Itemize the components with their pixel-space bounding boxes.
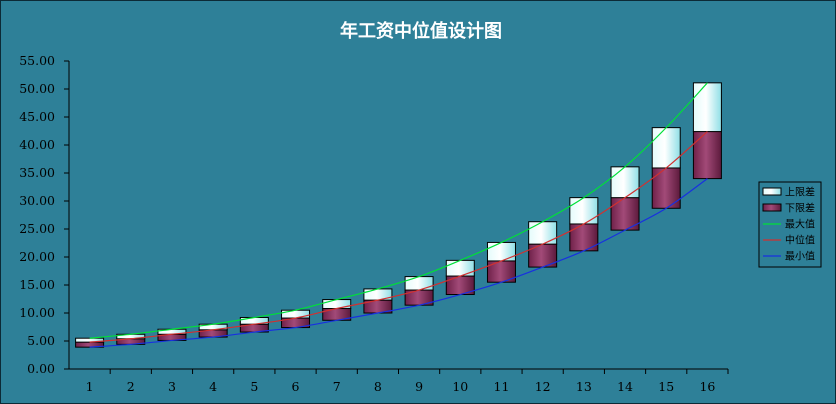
x-tick-label: 11 <box>494 379 510 394</box>
bar-upper-diff <box>651 127 681 169</box>
bar-upper-diff <box>486 241 516 262</box>
x-tick-label: 16 <box>699 379 715 394</box>
bar-upper-diff <box>610 166 640 199</box>
y-tick-label: 20.00 <box>19 249 55 264</box>
bar-upper-diff <box>281 309 311 319</box>
legend-swatch <box>762 187 782 196</box>
series-line-min <box>89 178 708 348</box>
x-tick-label: 15 <box>658 379 674 394</box>
legend-item-median: 中位值 <box>763 234 815 247</box>
y-tick-label: 50.00 <box>19 81 55 96</box>
legend-label: 下限差 <box>785 202 815 215</box>
bar-upper-diff <box>322 299 352 310</box>
y-tick-label: 0.00 <box>27 361 55 376</box>
x-tick-label: 8 <box>374 379 382 394</box>
x-tick-label: 12 <box>535 379 551 394</box>
legend-label: 中位值 <box>785 234 815 247</box>
legend-label: 上限差 <box>785 186 815 199</box>
y-tick-label: 15.00 <box>19 277 55 292</box>
series-line-max <box>89 82 708 339</box>
y-tick-label: 5.00 <box>27 333 55 348</box>
x-tick-label: 14 <box>617 379 633 394</box>
x-tick-label: 10 <box>452 379 468 394</box>
x-tick-label: 9 <box>415 379 423 394</box>
x-tick-label: 2 <box>127 379 135 394</box>
y-tick-label: 40.00 <box>19 137 55 152</box>
x-tick-label: 3 <box>168 379 176 394</box>
x-tick-label: 13 <box>576 379 592 394</box>
legend-item-lower-diff: 下限差 <box>762 202 815 215</box>
bar-upper-diff <box>528 221 558 245</box>
bar-upper-diff <box>569 197 599 225</box>
x-tick-label: 5 <box>250 379 258 394</box>
x-tick-label: 6 <box>292 379 300 394</box>
y-tick-label: 35.00 <box>19 165 55 180</box>
bars <box>75 82 722 348</box>
bar-upper-diff <box>692 82 722 133</box>
x-tick-label: 1 <box>86 379 94 394</box>
y-tick-label: 30.00 <box>19 193 55 208</box>
series-line-median <box>89 131 708 343</box>
legend-item-upper-diff: 上限差 <box>762 186 815 199</box>
legend-label: 最小值 <box>785 250 815 263</box>
y-tick-label: 10.00 <box>19 305 55 320</box>
bar-lower-diff <box>692 131 722 180</box>
y-tick-label: 45.00 <box>19 109 55 124</box>
x-tick-label: 4 <box>209 379 217 394</box>
legend-item-min: 最小值 <box>763 250 815 263</box>
y-tick-label: 25.00 <box>19 221 55 236</box>
axes: 0.00 5.00 10.00 15.00 20.00 25.00 30.00 35.00 40… <box>19 53 729 394</box>
legend-label: 最大值 <box>785 218 815 231</box>
series-lines <box>89 82 708 348</box>
y-tick-label: 55.00 <box>19 53 55 68</box>
legend-swatch <box>762 203 782 212</box>
chart-title: 年工资中位值设计图 <box>340 20 502 42</box>
legend-item-max: 最大值 <box>763 218 815 231</box>
bar-upper-diff <box>404 276 434 291</box>
x-tick-label: 7 <box>333 379 341 394</box>
bar-upper-diff <box>445 259 475 277</box>
